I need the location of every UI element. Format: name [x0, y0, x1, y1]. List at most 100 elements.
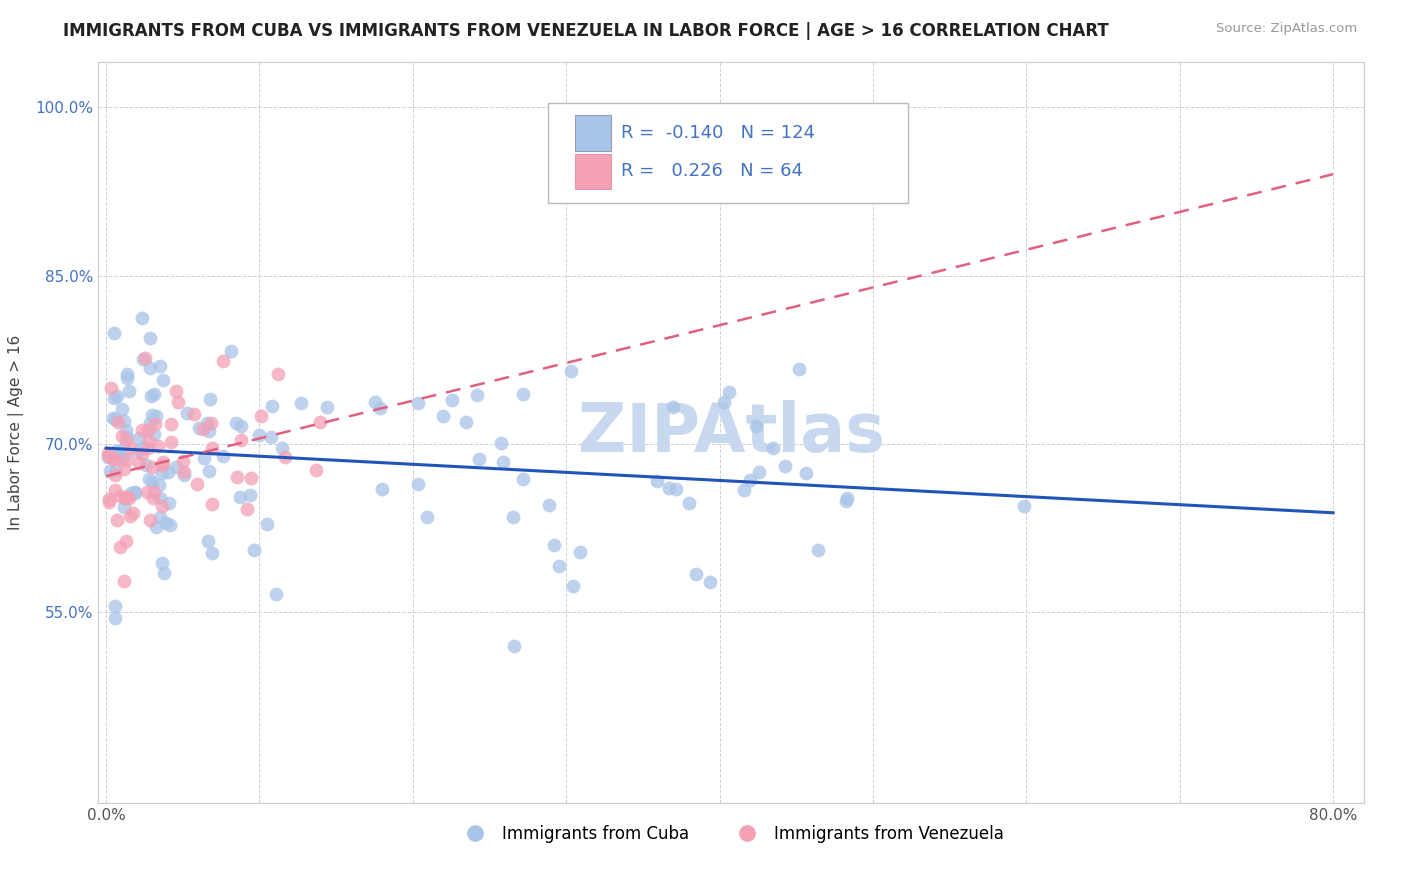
- Point: [198, 392, 221, 407]
- Point: [744, 418, 766, 433]
- Point: [807, 542, 830, 557]
- Point: [148, 359, 170, 373]
- Point: [112, 574, 135, 589]
- Point: [143, 484, 166, 499]
- Point: [242, 542, 264, 557]
- Point: [468, 452, 491, 467]
- Point: [198, 464, 221, 478]
- Point: [186, 477, 208, 491]
- Point: [489, 435, 512, 450]
- Point: [740, 473, 762, 487]
- Point: [454, 415, 477, 429]
- Point: [198, 424, 221, 438]
- Point: [548, 559, 571, 574]
- Text: R =   0.226   N = 64: R = 0.226 N = 64: [621, 162, 803, 180]
- Point: [159, 434, 181, 449]
- Point: [267, 367, 290, 381]
- Point: [148, 478, 170, 492]
- Point: [120, 441, 142, 455]
- Point: [271, 442, 294, 456]
- Point: [172, 454, 194, 468]
- Point: [104, 412, 127, 426]
- Point: [131, 351, 153, 366]
- Point: [226, 470, 249, 484]
- Point: [560, 364, 582, 378]
- Point: [120, 508, 142, 523]
- Point: [101, 411, 124, 425]
- Point: [97, 449, 120, 463]
- Point: [150, 499, 173, 513]
- Point: [145, 409, 167, 423]
- Point: [131, 423, 153, 437]
- Point: [193, 422, 215, 436]
- Point: [114, 491, 136, 505]
- Point: [135, 458, 157, 472]
- Point: [115, 433, 138, 447]
- Point: [136, 441, 159, 455]
- Point: [406, 477, 429, 491]
- Point: [115, 534, 138, 549]
- Legend: Immigrants from Cuba, Immigrants from Venezuela: Immigrants from Cuba, Immigrants from Ve…: [451, 819, 1011, 850]
- Point: [665, 482, 688, 496]
- Point: [159, 518, 181, 533]
- Point: [118, 384, 141, 398]
- Point: [219, 343, 242, 358]
- Point: [127, 445, 149, 459]
- Point: [187, 421, 209, 435]
- Point: [239, 488, 262, 502]
- Point: [112, 451, 135, 466]
- Point: [149, 491, 172, 506]
- Point: [118, 491, 141, 505]
- Point: [236, 502, 259, 516]
- Point: [131, 310, 153, 325]
- Point: [136, 485, 159, 500]
- Point: [658, 481, 681, 495]
- Point: [568, 544, 591, 558]
- Point: [122, 506, 145, 520]
- Point: [368, 401, 391, 415]
- Point: [124, 485, 146, 500]
- Point: [432, 409, 454, 424]
- Point: [117, 452, 139, 467]
- Point: [139, 360, 162, 375]
- Point: [201, 441, 224, 455]
- Point: [371, 482, 394, 496]
- Point: [104, 611, 127, 625]
- Point: [128, 456, 150, 470]
- Point: [128, 431, 150, 445]
- Point: [543, 538, 565, 552]
- Point: [104, 599, 127, 613]
- Point: [152, 373, 174, 387]
- Point: [149, 510, 172, 524]
- Point: [104, 443, 127, 458]
- Point: [173, 468, 195, 483]
- Point: [165, 384, 187, 398]
- Point: [538, 498, 561, 512]
- Text: IMMIGRANTS FROM CUBA VS IMMIGRANTS FROM VENEZUELA IN LABOR FORCE | AGE > 16 CORR: IMMIGRANTS FROM CUBA VS IMMIGRANTS FROM …: [63, 22, 1109, 40]
- Point: [155, 516, 177, 530]
- Point: [131, 447, 153, 461]
- Point: [173, 465, 195, 479]
- Point: [247, 428, 270, 442]
- Point: [138, 434, 160, 448]
- Point: [408, 395, 430, 409]
- Point: [101, 452, 124, 467]
- Point: [103, 326, 125, 340]
- Point: [152, 556, 174, 570]
- Point: [512, 387, 534, 401]
- Point: [364, 395, 387, 409]
- Point: [97, 450, 120, 464]
- Point: [502, 509, 524, 524]
- Point: [105, 513, 128, 527]
- Point: [773, 459, 796, 474]
- Point: [143, 426, 166, 441]
- Point: [794, 466, 817, 480]
- Point: [1012, 500, 1035, 514]
- Point: [136, 423, 159, 437]
- Point: [139, 331, 162, 345]
- Point: [97, 446, 120, 460]
- Point: [305, 463, 328, 477]
- Point: [195, 416, 218, 430]
- Text: Source: ZipAtlas.com: Source: ZipAtlas.com: [1216, 22, 1357, 36]
- Point: [441, 393, 464, 408]
